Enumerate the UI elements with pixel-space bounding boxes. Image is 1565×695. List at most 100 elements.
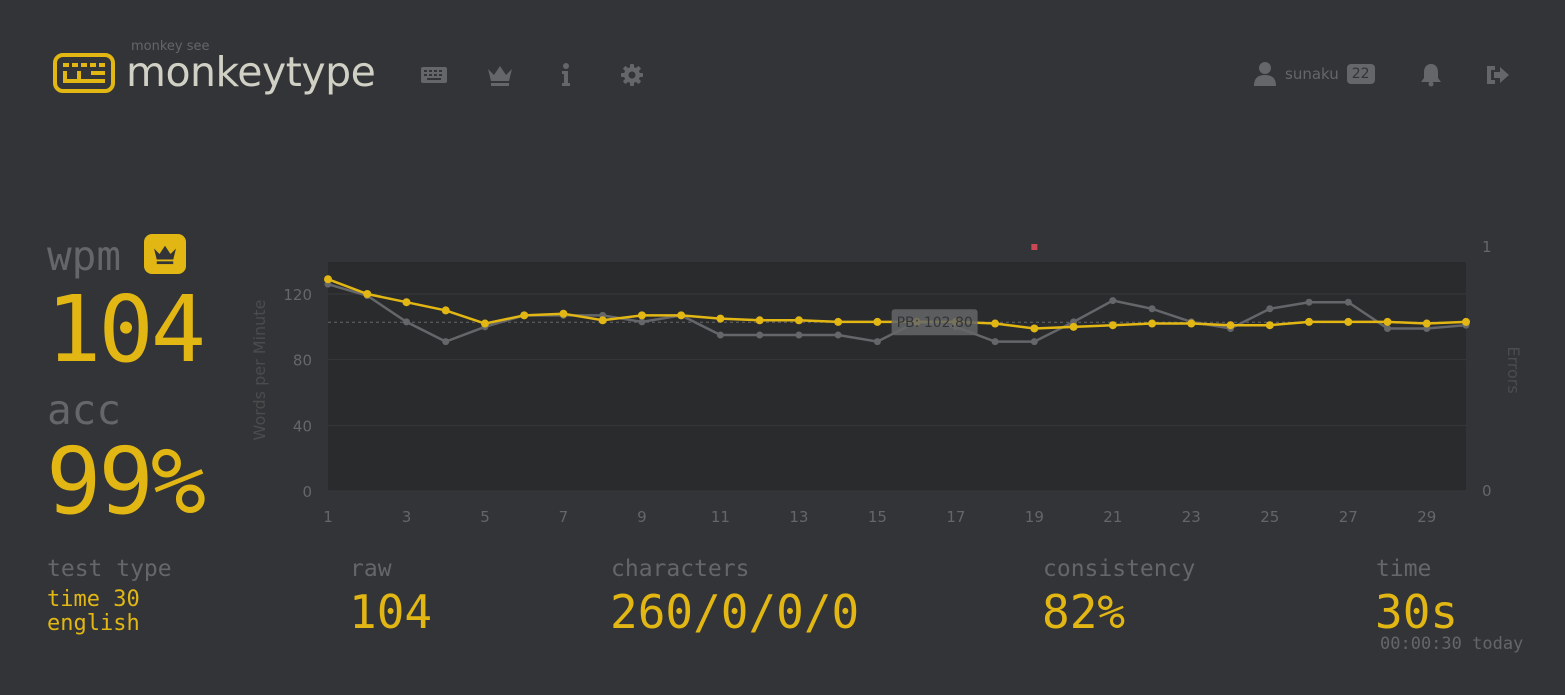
raw-point: [1266, 305, 1274, 313]
wpm-point: [794, 316, 803, 325]
raw-point: [756, 331, 764, 339]
wpm-point: [716, 314, 725, 323]
x-tick-label: 27: [1339, 508, 1358, 526]
raw-point: [442, 338, 450, 346]
characters-label: characters: [611, 556, 750, 582]
wpm-point: [991, 319, 1000, 328]
test-type-label: test type: [47, 556, 172, 582]
raw-point: [834, 331, 842, 339]
error-marker: [1031, 244, 1038, 250]
logo-text[interactable]: monkeytype: [126, 48, 376, 96]
wpm-point: [598, 316, 607, 325]
wpm-point: [559, 309, 568, 318]
raw-point: [638, 318, 646, 326]
x-tick-label: 25: [1260, 508, 1279, 526]
x-tick-label: 29: [1417, 508, 1436, 526]
raw-point: [1305, 298, 1313, 306]
wpm-point: [441, 306, 450, 315]
y-tick-label: 120: [283, 286, 312, 304]
x-tick-label: 13: [789, 508, 808, 526]
test-type-language: english: [47, 611, 140, 636]
wpm-label: wpm: [47, 232, 122, 280]
wpm-point: [1148, 319, 1157, 328]
wpm-point: [1383, 317, 1392, 326]
wpm-point: [363, 290, 372, 298]
crown-icon[interactable]: [485, 60, 515, 90]
wpm-point: [1226, 321, 1235, 330]
wpm-point: [1187, 319, 1196, 328]
wpm-point: [1305, 317, 1314, 326]
account-button[interactable]: sunaku 22: [1253, 58, 1375, 90]
account-name: sunaku: [1285, 65, 1339, 83]
x-tick-label: 17: [946, 508, 965, 526]
raw-point: [1148, 305, 1156, 313]
info-icon[interactable]: [551, 60, 581, 90]
y2-tick-label: 0: [1482, 482, 1492, 500]
sign-out-icon[interactable]: [1482, 60, 1512, 90]
account-level-badge: 22: [1346, 64, 1375, 84]
raw-point: [873, 338, 881, 346]
monkeytype-logo-icon[interactable]: [53, 52, 115, 94]
y2-axis-label: Errors: [1504, 346, 1523, 393]
test-type-mode: time 30: [47, 587, 140, 612]
consistency-value: 82%: [1042, 585, 1126, 639]
raw-point: [795, 331, 803, 339]
bell-icon[interactable]: [1416, 60, 1446, 90]
time-value: 30s: [1375, 585, 1459, 639]
wpm-point: [480, 319, 489, 328]
y-tick-label: 0: [302, 483, 312, 501]
wpm-point: [1462, 317, 1470, 326]
wpm-point: [1265, 321, 1274, 330]
x-tick-label: 21: [1103, 508, 1122, 526]
wpm-point: [324, 275, 332, 284]
x-tick-label: 11: [711, 508, 730, 526]
wpm-point: [677, 311, 686, 320]
x-tick-label: 9: [637, 508, 647, 526]
pb-crown-icon: [144, 234, 186, 274]
y-tick-label: 80: [293, 352, 312, 370]
wpm-point: [1030, 324, 1039, 333]
acc-value: 99%: [46, 428, 206, 535]
x-tick-label: 3: [402, 508, 412, 526]
pb-annotation: PB: 102.80: [891, 309, 978, 336]
y2-tick-label: 1: [1482, 238, 1492, 256]
y-tick-label: 40: [293, 417, 312, 435]
x-tick-label: 7: [559, 508, 569, 526]
raw-point: [1344, 298, 1352, 306]
wpm-point: [402, 298, 411, 307]
raw-label: raw: [350, 556, 392, 582]
wpm-point: [1069, 322, 1078, 331]
wpm-point: [834, 317, 843, 326]
logo-subtitle: monkey see: [131, 39, 210, 54]
x-tick-label: 15: [868, 508, 887, 526]
gear-icon[interactable]: [617, 60, 647, 90]
wpm-point: [637, 311, 646, 320]
user-icon: [1254, 62, 1276, 86]
time-note: 00:00:30 today: [1380, 634, 1524, 654]
raw-value: 104: [349, 585, 433, 639]
wpm-value: 104: [46, 276, 206, 383]
consistency-label: consistency: [1043, 556, 1196, 582]
wpm-point: [1108, 321, 1117, 330]
time-label: time: [1376, 556, 1432, 582]
raw-point: [1030, 338, 1038, 346]
x-tick-label: 1: [323, 508, 333, 526]
x-tick-label: 19: [1025, 508, 1044, 526]
raw-point: [991, 338, 999, 346]
raw-point: [1384, 324, 1392, 332]
x-tick-label: 23: [1182, 508, 1201, 526]
wpm-point: [1422, 319, 1431, 328]
raw-point: [716, 331, 724, 339]
wpm-point: [520, 311, 529, 320]
wpm-point: [873, 317, 882, 326]
raw-point: [402, 318, 410, 326]
wpm-point: [755, 316, 764, 325]
characters-value: 260/0/0/0: [610, 585, 860, 639]
y-axis-label: Words per Minute: [250, 300, 269, 441]
acc-label: acc: [47, 386, 122, 434]
pb-annotation-text: PB: 102.80: [897, 315, 973, 331]
raw-point: [1109, 297, 1117, 305]
keyboard-icon[interactable]: [419, 60, 449, 90]
wpm-point: [1344, 317, 1353, 326]
